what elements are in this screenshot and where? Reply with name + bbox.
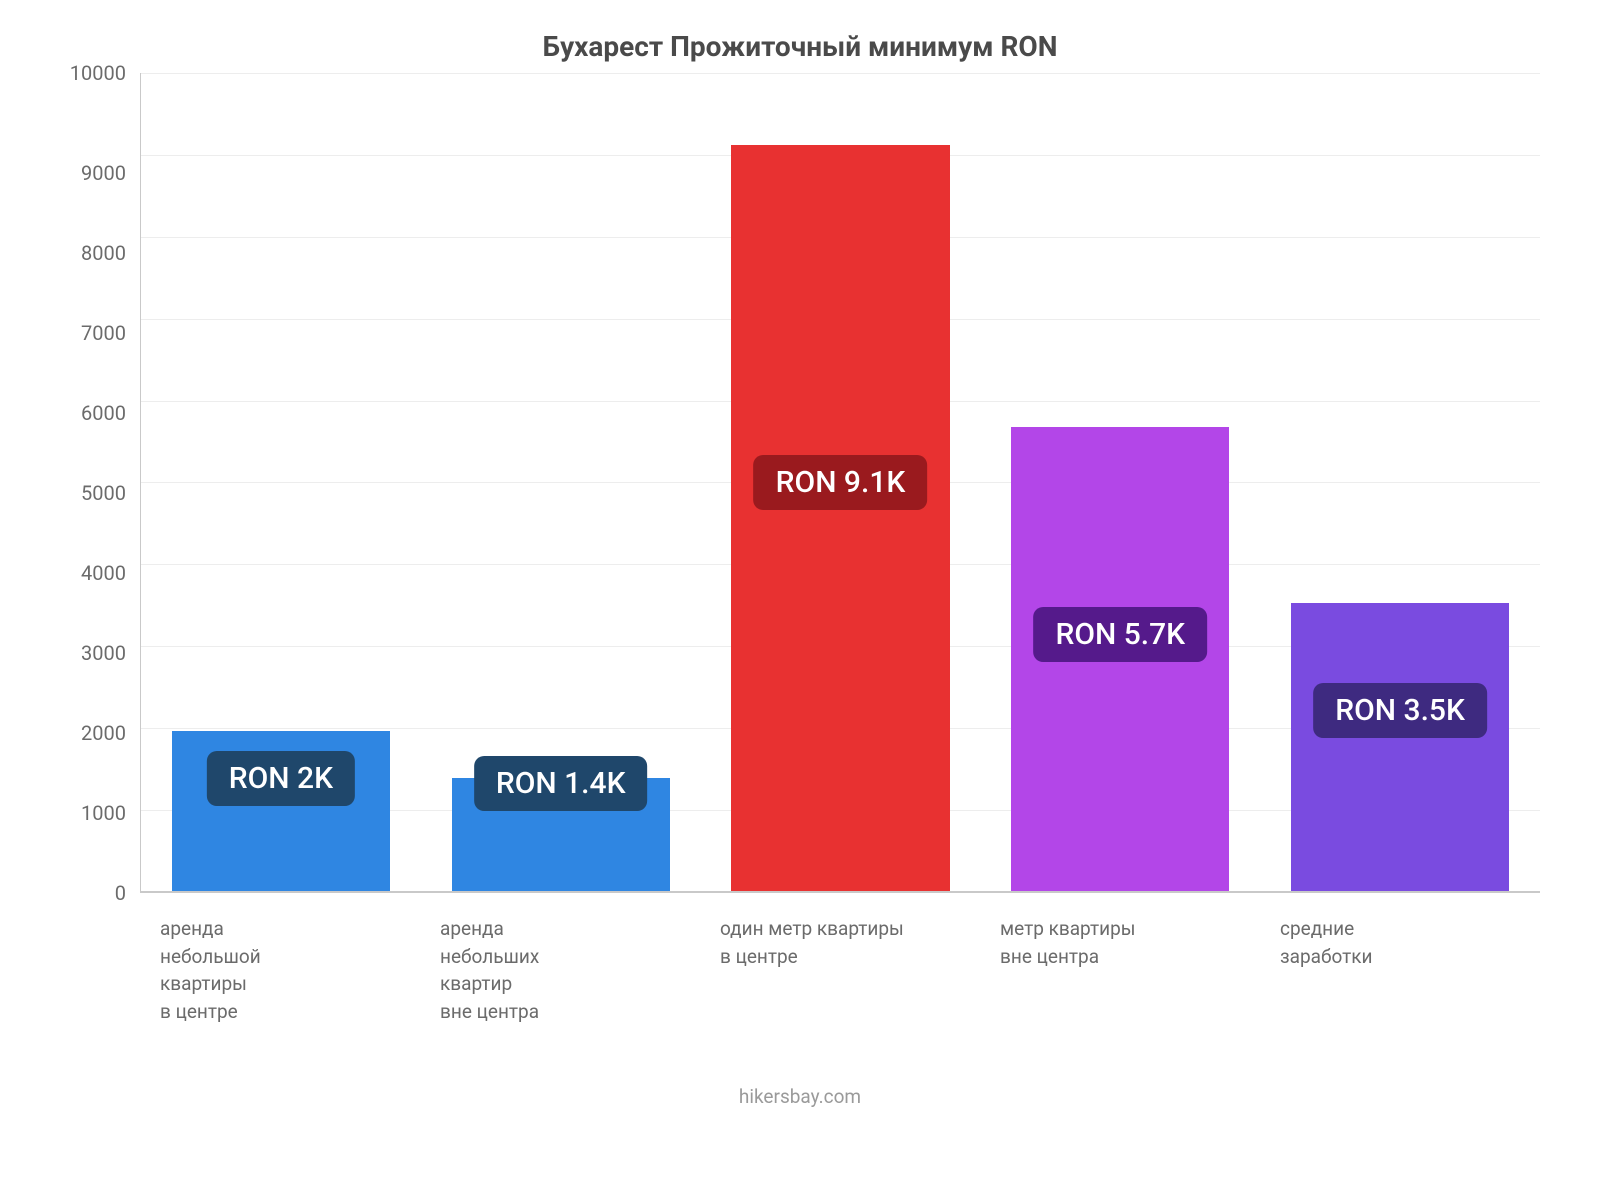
bar-slot: RON 2K (141, 73, 421, 893)
y-tick: 4000 (81, 563, 126, 583)
y-tick: 0 (115, 883, 126, 903)
value-badge: RON 2K (207, 751, 355, 806)
x-label: средние заработки (1260, 915, 1540, 1025)
x-baseline (141, 891, 1540, 893)
bar: RON 5.7K (1011, 427, 1229, 893)
bars-container: RON 2K RON 1.4K RON 9.1K RON 5.7K RON 3.5K (141, 73, 1540, 893)
plot-area: RON 2K RON 1.4K RON 9.1K RON 5.7K RON 3.5K (140, 73, 1540, 893)
y-tick: 1000 (81, 803, 126, 823)
y-tick: 7000 (81, 323, 126, 343)
bar-slot: RON 3.5K (1260, 73, 1540, 893)
bar-slot: RON 5.7K (980, 73, 1260, 893)
x-axis: аренда небольшой квартиры в центреаренда… (140, 915, 1540, 1025)
y-tick: 9000 (81, 163, 126, 183)
bar: RON 1.4K (452, 778, 670, 893)
y-tick: 2000 (81, 723, 126, 743)
x-label: аренда небольшой квартиры в центре (140, 915, 420, 1025)
attribution: hikersbay.com (60, 1085, 1540, 1108)
y-axis: 1000090008000700060005000400030002000100… (60, 73, 140, 893)
x-label: аренда небольших квартир вне центра (420, 915, 700, 1025)
y-tick: 6000 (81, 403, 126, 423)
y-tick: 5000 (81, 483, 126, 503)
x-label: один метр квартиры в центре (700, 915, 980, 1025)
bar: RON 2K (172, 731, 390, 893)
bar-slot: RON 1.4K (421, 73, 701, 893)
chart-container: Бухарест Прожиточный минимум RON 1000090… (0, 0, 1600, 1200)
value-badge: RON 9.1K (754, 455, 928, 510)
plot-row: 1000090008000700060005000400030002000100… (60, 73, 1540, 893)
x-label: метр квартиры вне центра (980, 915, 1260, 1025)
y-tick: 3000 (81, 643, 126, 663)
value-badge: RON 3.5K (1313, 683, 1487, 738)
bar: RON 3.5K (1291, 603, 1509, 893)
bar: RON 9.1K (731, 145, 949, 893)
y-tick: 10000 (70, 63, 126, 83)
value-badge: RON 1.4K (474, 756, 648, 811)
chart-title: Бухарест Прожиточный минимум RON (60, 30, 1540, 63)
value-badge: RON 5.7K (1033, 607, 1207, 662)
bar-slot: RON 9.1K (701, 73, 981, 893)
y-tick: 8000 (81, 243, 126, 263)
